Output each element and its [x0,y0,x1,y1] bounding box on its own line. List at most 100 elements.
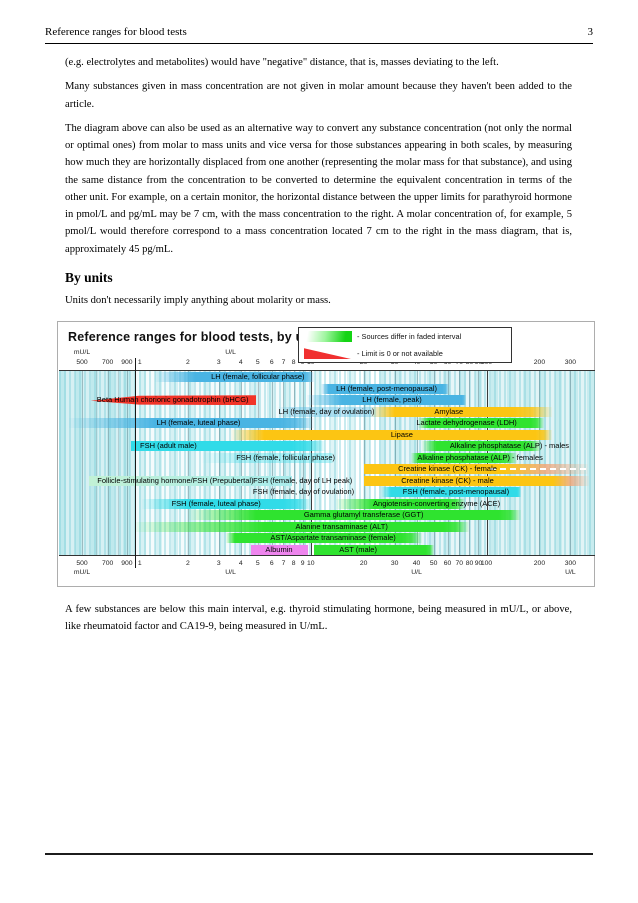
axis-tick-label: 10 [306,560,315,568]
paragraph: Many substances given in mass concentrat… [65,81,572,110]
axis-unit-label: U/L [225,349,236,357]
chart-wrapper: Reference ranges for blood tests, by uni… [57,321,595,588]
axis-tick-label: 90 [474,560,483,568]
axis-ticks-bottom: 500 700 900 1 2 3 4 5 6 7 8 9 10 20 30 40 50 60 70 80 90 100 2… [59,559,595,568]
bar-label: Lipase [390,429,413,439]
bar-label: AST (male) [339,544,377,554]
bar-label: FSH (female, luteal phase) [171,498,261,508]
gridline [126,371,128,556]
bar-label: FSH (female, day of ovulation) [252,487,355,497]
bar-label: AST/Aspartate transaminase (female) [270,533,396,543]
gridline [416,371,418,556]
chart-bar [422,441,542,452]
bar-label: LH (female, day of ovulation) [278,406,375,416]
gridline [363,371,365,556]
gridline [107,371,109,556]
bar-label: Amylase [434,406,464,416]
bar-label: Gamma glutamyl transferase (GGT) [303,510,424,520]
gridline [447,371,449,556]
chart-bar [89,475,292,486]
axis-tick-label: 9 [300,560,305,568]
gridline [283,371,285,556]
chart-bar [380,487,522,498]
gridline [218,371,220,556]
chart-bar [321,383,449,394]
bar-label: Follicle-stimulating hormone/FSH (Prepub… [97,475,254,485]
chart-bar [134,521,469,532]
footer-rule [45,853,593,855]
axis-tick-label: 900 [121,359,133,367]
chart: Reference ranges for blood tests, by uni… [57,321,595,588]
legend-item: - Sources differ in faded interval [304,331,506,343]
chart-bar [336,498,465,509]
axis-tick-label: 70 [455,560,464,568]
paragraph: The diagram above can also be used as an… [65,122,572,255]
axis-tick-label: 200 [533,560,546,568]
gridline [394,371,396,556]
page-header: Reference ranges for blood tests 3 [45,26,593,44]
axis-tick-label: 4 [238,359,243,367]
axis-tick-label: 30 [390,560,399,568]
gridline [469,371,471,556]
chart-legend: - Sources differ in faded interval - Lim… [298,327,512,364]
chart-bar [277,406,381,417]
legend-label: - Sources differ in faded interval [357,332,462,342]
axis-tick-label: 8 [291,359,296,367]
axis-tick-label: 40 [412,560,421,568]
paragraph: (e.g. electrolytes and metabolites) woul… [65,57,499,68]
gridline [257,371,259,556]
background-band [486,371,595,556]
gridline [570,371,572,556]
zero-limit-swatch-icon [304,348,352,360]
axis-tick-label: 900 [121,560,133,568]
axis-tick-label: 5 [255,560,260,568]
axis-tick-label: 50 [429,560,438,568]
bar-label: LH (female, follicular phase) [211,372,305,382]
bar-label: FSH (adult male) [140,441,197,451]
bar-label: Alanine transaminase (ALT) [295,521,388,531]
axis-tick-label: 500 [76,560,88,568]
axis-tick-label: 4 [238,560,243,568]
page-content: (e.g. electrolytes and metabolites) woul… [57,54,595,643]
bar-label: LH (female, peak) [362,395,422,405]
axis-tick-label: 6 [269,359,274,367]
chart-bar [226,533,423,544]
bar-label: FSH (female, post-menopausal) [402,487,510,497]
gridline [478,371,480,556]
chart-bar [187,510,522,521]
page-number: 3 [587,26,594,38]
axis-tick-label: 2 [185,359,190,367]
axis-tick-label: 20 [359,560,368,568]
axis-unit-label: U/L [225,569,236,577]
bar-label: Albumin [265,544,293,554]
faded-interval-swatch-icon [304,331,352,343]
axis-tick-label: 300 [564,359,577,367]
bar-label: FSH (female, day of LH peak) [253,475,353,485]
axis-tick-label: 3 [216,359,221,367]
gridline [302,371,304,556]
chart-bar [418,418,544,429]
axis-tick-label: 6 [269,560,274,568]
bar-label: Alkaline phosphatase (ALP) - males [449,441,570,451]
chart-bar [230,429,552,440]
paragraph: A few substances are below this main int… [65,604,572,633]
bar-label: Creatine kinase (CK) - male [401,475,494,485]
axis-tick-label: 100 [480,560,493,568]
chart-bar [68,418,315,429]
axis-tick-label: 500 [76,359,88,367]
axis-tick-label: 700 [102,359,114,367]
plot-area: LH (female, follicular phase) LH (female,… [59,358,595,569]
gridline [134,358,136,569]
chart-title: Reference ranges for blood tests, by uni… [68,330,327,345]
axis-unit-label: mU/L [73,349,91,357]
axis-tick-label: 80 [465,560,474,568]
axis-tick-label: 700 [102,560,114,568]
axis-tick-label: 7 [281,359,286,367]
gridline [117,371,119,556]
section-heading: By units [65,269,113,285]
axis-tick-label: 5 [255,359,260,367]
gridline [486,371,488,556]
legend-label: - Limit is 0 or not available [357,349,443,359]
gridline [459,371,461,556]
